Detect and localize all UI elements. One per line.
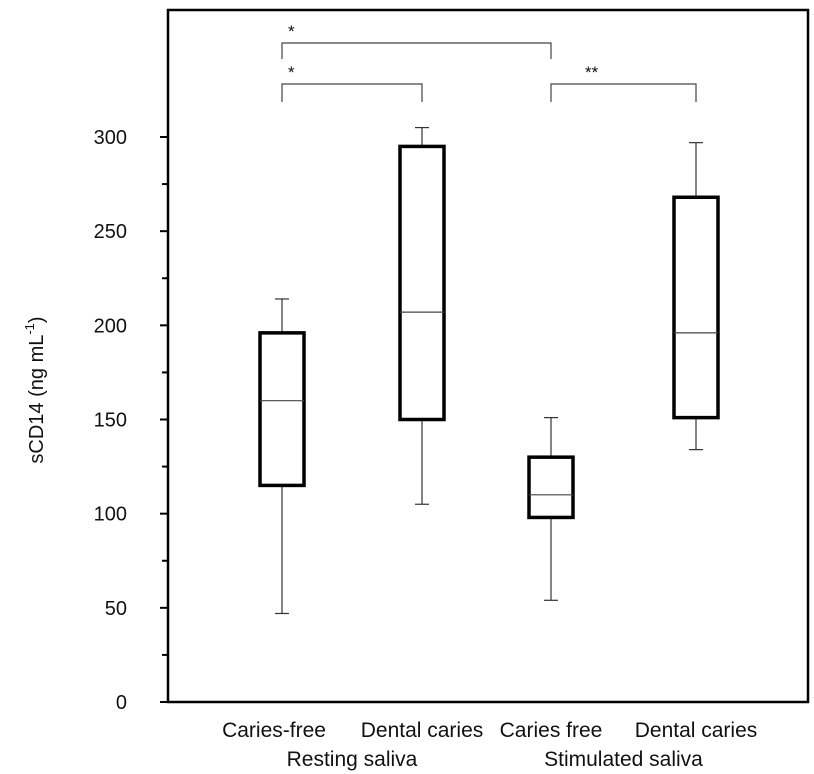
y-tick-label: 250 bbox=[94, 221, 127, 243]
box-1 bbox=[258, 298, 306, 615]
group-label: Resting saliva bbox=[287, 748, 418, 771]
bracket-line bbox=[281, 42, 552, 59]
plot-frame bbox=[166, 8, 810, 704]
y-axis: 0 50 100 150 200 250 300 bbox=[94, 127, 168, 714]
box-3 bbox=[527, 417, 575, 601]
box-iqr bbox=[527, 455, 575, 520]
y-tick-label: 300 bbox=[94, 127, 127, 149]
significance-bracket: * bbox=[281, 63, 423, 102]
significance-bracket: * bbox=[281, 22, 552, 59]
box-series bbox=[258, 126, 720, 615]
bracket-line bbox=[550, 83, 697, 102]
box-2 bbox=[398, 126, 446, 505]
box-iqr bbox=[398, 144, 446, 422]
category-label: Dental caries bbox=[635, 719, 758, 742]
group-label: Stimulated saliva bbox=[544, 748, 703, 771]
box-iqr bbox=[258, 331, 306, 488]
y-axis-label: sCD14 (ng mL-1) bbox=[22, 316, 48, 463]
category-label: Caries-free bbox=[222, 719, 326, 742]
box-iqr bbox=[672, 195, 720, 420]
bracket-line bbox=[281, 83, 423, 102]
significance-brackets: ** ** bbox=[281, 22, 697, 102]
plot-area-border bbox=[166, 8, 810, 704]
significance-label: ** bbox=[585, 63, 599, 82]
y-tick-label: 0 bbox=[116, 692, 127, 714]
category-label: Caries free bbox=[500, 719, 603, 742]
y-tick-label: 50 bbox=[105, 598, 127, 620]
y-tick-label: 200 bbox=[94, 315, 127, 337]
y-axis-label-superscript: -1 bbox=[22, 323, 37, 335]
y-tick-label: 150 bbox=[94, 410, 127, 432]
significance-label: * bbox=[288, 63, 295, 82]
y-tick-label: 100 bbox=[94, 504, 127, 526]
significance-label: * bbox=[288, 22, 295, 41]
box-4 bbox=[672, 142, 720, 451]
category-label: Dental caries bbox=[361, 719, 484, 742]
significance-bracket: ** bbox=[550, 63, 697, 102]
x-axis-labels: Caries-free Dental caries Caries free Denta… bbox=[222, 719, 757, 771]
